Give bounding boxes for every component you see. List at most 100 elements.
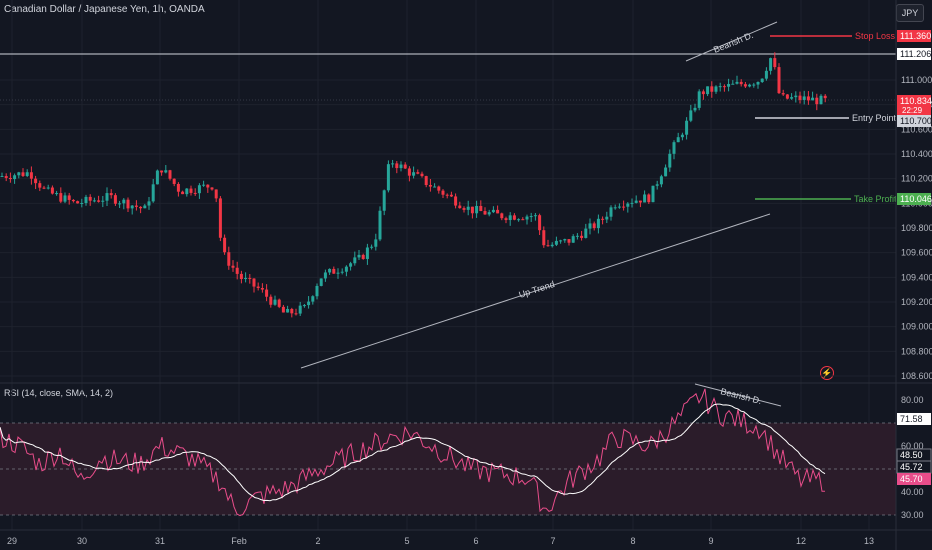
time-tick-label: 7 (550, 536, 555, 546)
candle-body (764, 70, 768, 79)
candle-body (139, 206, 143, 209)
candle-body (525, 216, 529, 220)
candle-body (651, 185, 655, 203)
candle-body (214, 189, 218, 199)
candle-body (189, 188, 193, 193)
candle-body (454, 196, 458, 206)
candle-body (248, 277, 252, 279)
candle-body (386, 164, 390, 191)
candle-body (659, 176, 663, 185)
candle-body (67, 195, 71, 200)
alert-bolt-icon[interactable]: ⚡ (820, 366, 834, 380)
price-tick-label: 109.000 (901, 322, 932, 332)
candle-body (718, 86, 722, 88)
up-trend-line[interactable] (300, 213, 771, 369)
candle-body (743, 84, 747, 87)
candle-body (529, 216, 533, 218)
candle-body (655, 184, 659, 186)
resistance-tag (897, 48, 931, 60)
candle-body (680, 134, 684, 138)
candle-body (244, 277, 248, 280)
candle-body (328, 268, 332, 273)
candle-body (769, 58, 773, 71)
rsi-value: 48.50 (900, 450, 923, 460)
candle-body (13, 175, 17, 180)
take-profit-label: Take Profit (854, 194, 897, 204)
rsi-ma-line[interactable] (0, 403, 826, 502)
candle-body (298, 305, 302, 314)
candle-body (521, 219, 525, 221)
candle-body (685, 120, 689, 135)
candles-group (0, 52, 827, 318)
price-tick-label: 109.200 (901, 297, 932, 307)
bearish-price-line[interactable] (685, 21, 778, 62)
candle-body (122, 199, 126, 204)
candle-body (630, 202, 634, 204)
candle-body (168, 170, 172, 179)
candle-body (361, 254, 365, 259)
candle-body (806, 96, 810, 101)
candle-body (445, 194, 449, 196)
time-tick-label: 29 (7, 536, 17, 546)
candle-body (218, 198, 222, 238)
candle-body (559, 240, 563, 242)
candle-body (584, 228, 588, 238)
candle-body (382, 190, 386, 211)
candle-body (365, 247, 369, 259)
candle-body (731, 83, 735, 85)
bearish-rsi-line[interactable] (694, 383, 782, 407)
candle-body (38, 183, 42, 188)
candle-body (126, 199, 130, 209)
candle-body (277, 299, 281, 307)
candle-body (403, 164, 407, 169)
candle-body (223, 237, 227, 253)
price-tick-label: 109.800 (901, 223, 932, 233)
chart-title: Canadian Dollar / Japanese Yen, 1h, OAND… (4, 4, 205, 15)
candle-body (777, 67, 781, 94)
candle-body (76, 201, 80, 204)
candle-body (748, 84, 752, 87)
candle-body (588, 223, 592, 229)
candle-body (160, 170, 164, 173)
bearish-price-label: Bearish D. (712, 30, 755, 55)
take-profit-tag (897, 193, 931, 205)
candle-body (575, 235, 579, 237)
candle-body (596, 218, 600, 229)
time-axis[interactable]: 29 30 31 Feb 2 5 6 7 8 9 12 13 (7, 536, 874, 546)
rsi-tick-label: 80.00 (901, 395, 924, 405)
candle-body (542, 230, 546, 246)
candle-body (752, 84, 756, 86)
candle-body (151, 184, 155, 202)
candle-body (176, 183, 180, 192)
candle-body (739, 81, 743, 85)
candle-body (714, 86, 718, 92)
time-tick-label: 2 (315, 536, 320, 546)
candle-body (491, 209, 495, 213)
candle-body (462, 208, 466, 210)
candle-body (605, 216, 609, 220)
current-price: 110.834 (900, 96, 932, 106)
price-tick-label: 110.200 (901, 174, 932, 184)
candle-body (302, 305, 306, 307)
candle-body (273, 299, 277, 305)
candle-body (449, 194, 453, 197)
candle-body (794, 95, 798, 98)
rsi-lower-tag (897, 473, 931, 485)
candle-body (332, 268, 336, 274)
candle-body (357, 254, 361, 258)
current-price-tag (897, 95, 931, 115)
rsi-line[interactable] (0, 388, 825, 517)
price-tick-label: 111.000 (901, 75, 932, 85)
candle-body (802, 96, 806, 100)
rsi-upper-tag (897, 413, 931, 425)
candle-body (8, 177, 12, 180)
candle-body (25, 172, 29, 176)
candle-body (59, 193, 63, 202)
candle-body (416, 172, 420, 174)
candle-body (571, 236, 575, 243)
candle-body (118, 203, 122, 205)
rsi-axis[interactable]: 80.00 60.00 40.00 30.00 (901, 395, 924, 520)
bearish-rsi-label: Bearish D. (720, 386, 763, 406)
price-tick-label: 109.600 (901, 248, 932, 258)
